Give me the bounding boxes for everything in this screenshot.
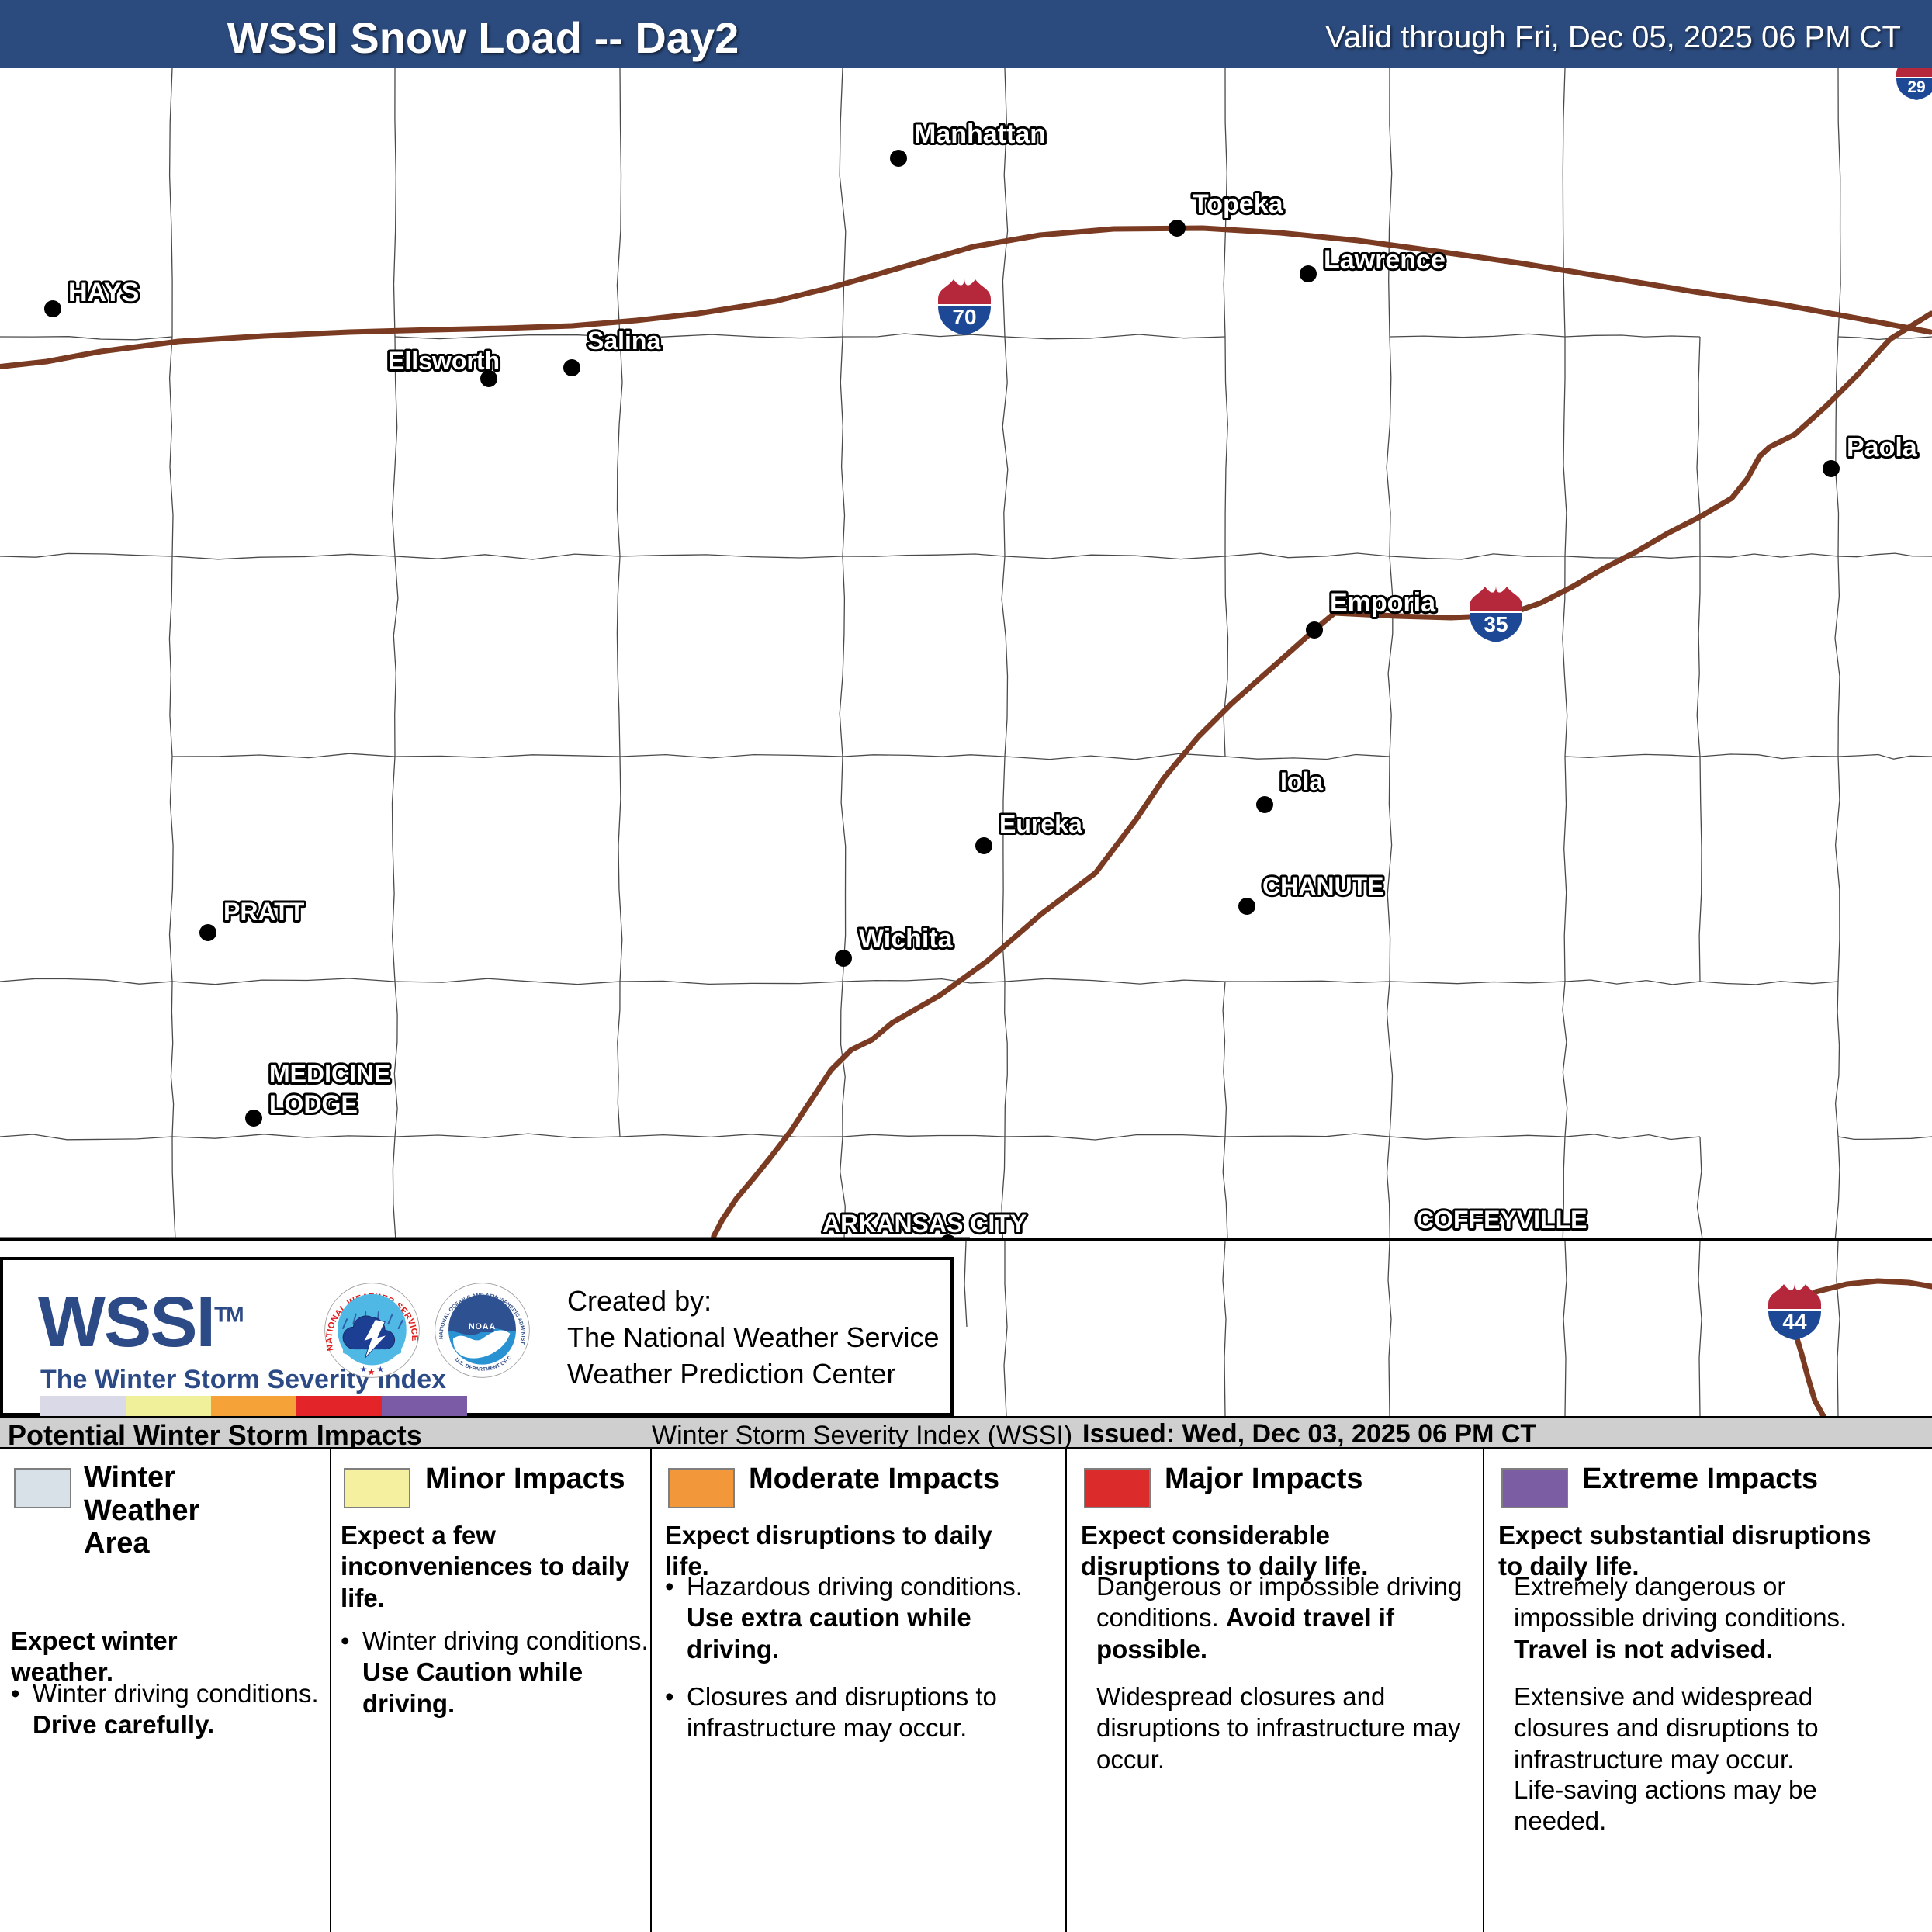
svg-text:MEDICINE: MEDICINE xyxy=(269,1060,390,1088)
svg-text:Paola: Paola xyxy=(1847,433,1918,462)
svg-text:Salina: Salina xyxy=(587,327,660,355)
svg-text:Manhattan: Manhattan xyxy=(914,119,1046,149)
svg-text:Iola: Iola xyxy=(1280,767,1323,795)
svg-text:PRATT: PRATT xyxy=(223,898,305,926)
svg-text:★: ★ xyxy=(360,1366,368,1375)
svg-text:Lawrence: Lawrence xyxy=(1324,245,1446,275)
svg-text:HAYS: HAYS xyxy=(68,278,139,307)
svg-text:COFFEYVILLE: COFFEYVILLE xyxy=(1416,1206,1587,1234)
svg-text:CHANUTE: CHANUTE xyxy=(1262,872,1383,900)
svg-text:Emporia: Emporia xyxy=(1330,588,1436,618)
svg-text:Eureka: Eureka xyxy=(999,810,1082,838)
svg-text:Ellsworth: Ellsworth xyxy=(388,347,500,375)
svg-text:★: ★ xyxy=(376,1366,384,1375)
svg-text:★: ★ xyxy=(368,1368,376,1377)
svg-text:LODGE: LODGE xyxy=(269,1090,358,1118)
svg-text:Wichita: Wichita xyxy=(859,924,954,954)
svg-text:ARKANSAS CITY: ARKANSAS CITY xyxy=(822,1210,1027,1238)
svg-text:Topeka: Topeka xyxy=(1193,189,1284,219)
svg-text:NOAA: NOAA xyxy=(469,1322,496,1331)
